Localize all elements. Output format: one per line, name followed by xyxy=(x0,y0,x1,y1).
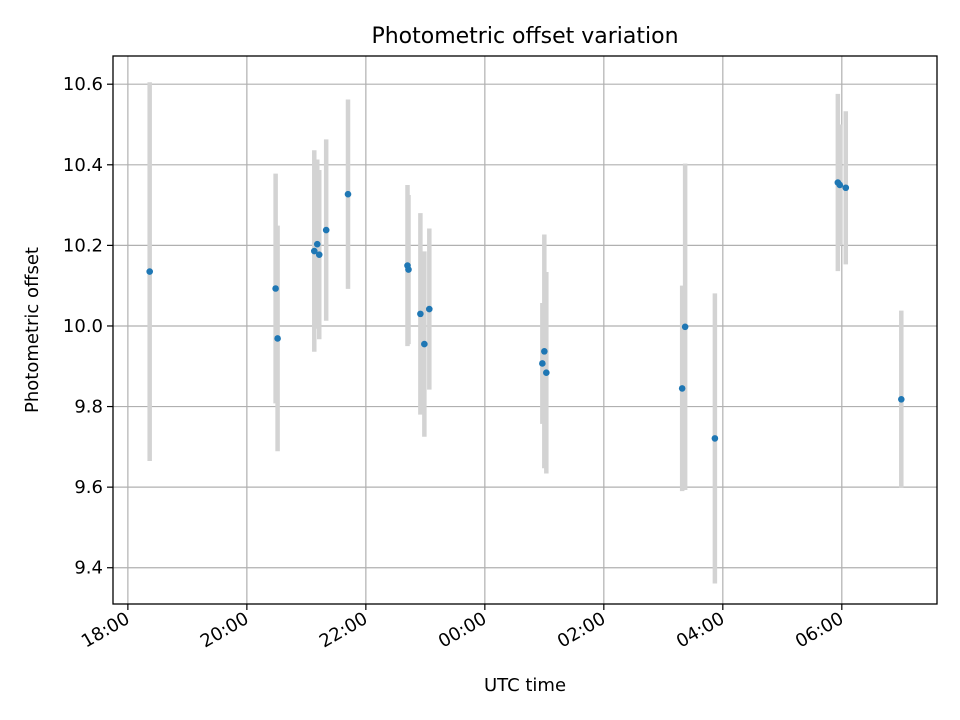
data-point xyxy=(146,268,153,275)
data-point xyxy=(836,181,844,189)
data-point xyxy=(539,360,546,367)
data-point xyxy=(417,310,424,318)
data-point xyxy=(678,385,686,392)
grid-layer xyxy=(113,56,937,604)
point-layer xyxy=(146,179,905,442)
data-point xyxy=(543,369,550,377)
data-point xyxy=(322,226,330,234)
data-point xyxy=(541,348,548,355)
data-point xyxy=(272,285,279,292)
y-tick-label: 9.8 xyxy=(74,397,103,418)
data-point xyxy=(681,323,689,331)
chart-title: Photometric offset variation xyxy=(371,24,678,49)
y-tick-label: 10.2 xyxy=(63,235,103,256)
data-point xyxy=(405,266,412,273)
data-point xyxy=(426,305,433,313)
data-point xyxy=(842,184,850,192)
data-point xyxy=(315,251,323,258)
y-tick-label: 10.4 xyxy=(63,155,103,176)
data-point xyxy=(711,435,719,442)
data-point xyxy=(898,396,905,403)
y-tick-label: 9.4 xyxy=(74,558,103,579)
y-tick-label: 10.6 xyxy=(63,74,103,95)
y-axis-label: Photometric offset xyxy=(22,247,43,413)
data-point xyxy=(310,247,318,255)
data-point xyxy=(344,190,352,198)
x-axis-label: UTC time xyxy=(484,675,566,696)
data-point xyxy=(313,240,321,248)
data-point xyxy=(421,340,428,348)
y-tick-label: 10.0 xyxy=(63,316,103,337)
plot-frame xyxy=(112,55,938,605)
y-tick-label: 9.6 xyxy=(74,477,103,498)
data-point xyxy=(274,335,281,342)
